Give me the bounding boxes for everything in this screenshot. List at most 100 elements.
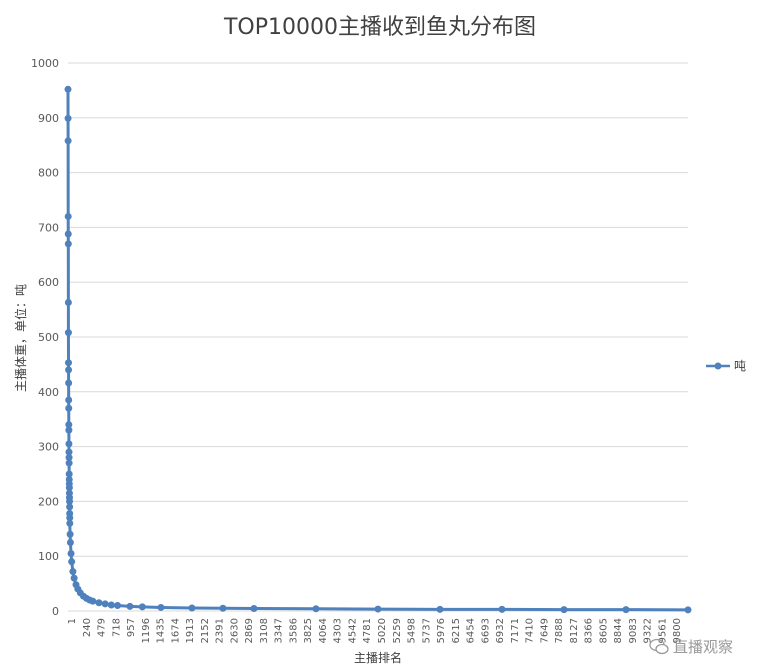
data-point (65, 459, 73, 467)
x-tick-label: 5976 (436, 618, 447, 643)
x-tick-label: 8127 (569, 618, 580, 643)
x-tick-label: 3586 (288, 618, 299, 643)
data-point (64, 85, 72, 93)
x-tick-label: 4064 (318, 618, 329, 643)
legend: 吨 (706, 359, 746, 373)
data-point (107, 601, 115, 609)
data-point (68, 558, 76, 566)
data-point (65, 454, 73, 462)
x-tick-label: 957 (126, 618, 137, 637)
data-point (67, 549, 75, 557)
data-point (65, 366, 73, 374)
data-point (114, 602, 122, 610)
y-tick-label: 0 (52, 605, 59, 618)
x-tick-label: 4781 (362, 618, 373, 643)
data-point (64, 137, 72, 145)
y-tick-label: 400 (38, 386, 59, 399)
x-tick-label: 3825 (303, 618, 314, 643)
x-tick-label: 7888 (554, 618, 565, 643)
x-tick-label: 9083 (628, 618, 639, 643)
x-tick-label: 1674 (170, 618, 181, 643)
wechat-icon (649, 638, 669, 654)
x-tick-label: 9561 (657, 618, 668, 643)
data-point (684, 606, 692, 614)
x-tick-label: 3347 (274, 618, 285, 643)
y-axis-label: 主播体重，单位：吨 (13, 284, 28, 392)
data-point (64, 240, 72, 248)
x-tick-label: 479 (97, 618, 108, 637)
y-tick-label: 800 (38, 167, 59, 180)
x-tick-label: 7410 (525, 618, 536, 643)
y-tick-label: 700 (38, 221, 59, 234)
x-tick-label: 1196 (141, 618, 152, 643)
watermark-text: 直播观察 (672, 638, 733, 656)
x-tick-label: 5737 (421, 618, 432, 643)
y-tick-label: 300 (38, 441, 59, 454)
legend-marker (714, 362, 722, 370)
x-tick-labels: 1 240 479 718 957 1196 1435 1674 1913 2152 2391 263… (67, 618, 683, 643)
data-point (64, 212, 72, 220)
data-point (250, 605, 258, 613)
data-point (498, 605, 506, 613)
y-tick-label: 500 (38, 331, 59, 344)
x-tick-label: 718 (111, 618, 122, 637)
data-point (65, 404, 73, 412)
data-point (69, 568, 77, 576)
x-tick-label: 4542 (347, 618, 358, 643)
data-point (101, 600, 109, 608)
x-tick-label: 8366 (584, 618, 595, 643)
chart-title: TOP10000主播收到鱼丸分布图 (223, 15, 536, 40)
y-tick-labels: 0 100 200 300 400 500 600 700 800 900 1000 (31, 57, 59, 618)
data-point (560, 606, 568, 614)
data-point (65, 396, 73, 404)
x-tick-label: 1435 (156, 618, 167, 643)
data-point (219, 604, 227, 612)
x-tick-label: 3108 (259, 618, 270, 643)
x-tick-label: 240 (82, 618, 93, 637)
data-point (622, 606, 630, 614)
data-point (64, 359, 72, 367)
x-tick-label: 2869 (244, 618, 255, 643)
data-point (65, 484, 73, 492)
x-tick-label: 5498 (407, 618, 418, 643)
data-point (66, 530, 74, 538)
x-tick-label: 2391 (215, 618, 226, 643)
x-tick-label: 6454 (466, 618, 477, 643)
x-tick-label: 7649 (539, 618, 550, 643)
data-point (138, 603, 146, 611)
y-tick-label: 1000 (31, 57, 59, 70)
x-tick-label: 7171 (510, 618, 521, 643)
data-point (66, 497, 74, 505)
x-tick-label: 2630 (229, 618, 240, 643)
data-point (66, 503, 74, 511)
y-tick-label: 900 (38, 112, 59, 125)
data-point (65, 448, 73, 456)
data-point (374, 605, 382, 613)
data-point (126, 602, 134, 610)
series-group (64, 85, 692, 614)
x-tick-label: 1 (67, 618, 78, 624)
data-point (312, 605, 320, 613)
x-tick-label: 8605 (598, 618, 609, 643)
data-point (65, 470, 73, 478)
x-tick-label: 1913 (185, 618, 196, 643)
data-point (64, 329, 72, 337)
x-tick-label: 8844 (613, 618, 624, 643)
y-tick-label: 600 (38, 276, 59, 289)
data-point (66, 514, 74, 522)
x-tick-label: 9322 (643, 618, 654, 643)
data-point (65, 440, 73, 448)
data-point (95, 599, 103, 607)
data-point (66, 539, 74, 546)
series-line (66, 89, 689, 612)
data-point (157, 603, 165, 611)
data-point (66, 519, 74, 527)
data-point (64, 114, 72, 122)
x-tick-label: 5259 (392, 618, 403, 643)
data-point (89, 597, 97, 605)
legend-label: 吨 (734, 359, 746, 373)
watermark: 直播观察 (649, 636, 733, 657)
data-point (65, 421, 73, 429)
x-tick-label: 6932 (495, 618, 506, 643)
